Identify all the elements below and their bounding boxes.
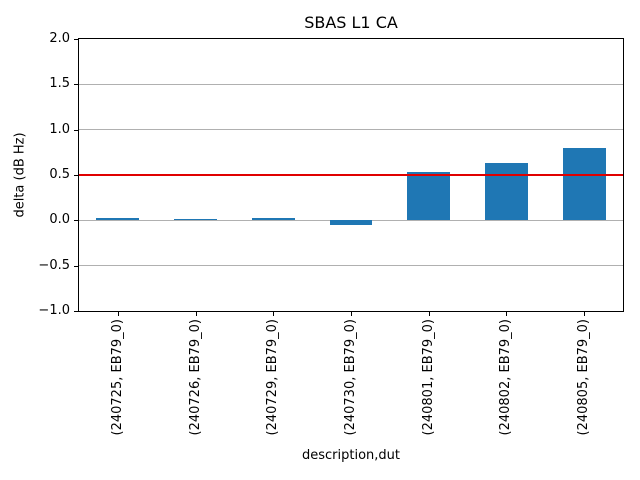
y-tick-mark (74, 265, 78, 267)
y-tick-mark (74, 175, 78, 176)
y-tick-label: 1.5 (49, 76, 70, 92)
x-tick-label: (240725, EB79_0) (109, 319, 125, 436)
y-tick-label: 2.0 (49, 31, 70, 46)
x-tick-mark (351, 312, 352, 316)
bar (562, 147, 606, 221)
y-tick-mark (74, 311, 78, 312)
x-tick-label: (240726, EB79_0) (187, 319, 203, 436)
x-tick-mark (428, 312, 430, 316)
y-tick-mark (74, 84, 78, 86)
x-axis-label: description,dut (301, 448, 401, 463)
bar (485, 163, 528, 221)
y-tick-mark (74, 129, 78, 131)
bar (251, 217, 295, 221)
x-tick-label: (240802, EB79_0) (498, 319, 514, 436)
bar (407, 172, 451, 221)
x-tick-label: (240801, EB79_0) (420, 319, 436, 436)
x-tick-mark (506, 312, 508, 316)
reference-line (79, 174, 623, 176)
y-tick-label: −0.5 (38, 257, 70, 273)
bar (96, 217, 140, 221)
x-tick-mark (584, 312, 586, 316)
y-tick-label: 0.5 (49, 167, 70, 182)
y-tick-label: 0.0 (49, 212, 70, 228)
x-tick-label: (240729, EB79_0) (265, 319, 281, 436)
gridline (79, 129, 623, 131)
y-tick-label: 1.0 (49, 121, 70, 137)
chart-title: SBAS L1 CA (304, 13, 398, 32)
x-tick-mark (117, 312, 119, 316)
y-tick-mark (74, 39, 78, 40)
gridline (79, 265, 623, 267)
x-tick-mark (273, 312, 275, 316)
x-tick-label: (240730, EB79_0) (343, 319, 358, 436)
plot-area (78, 38, 624, 312)
gridline (79, 83, 623, 85)
bar (329, 220, 373, 225)
bar (174, 218, 217, 221)
x-tick-label: (240805, EB79_0) (576, 319, 592, 436)
y-tick-mark (74, 220, 78, 222)
y-tick-label: −1.0 (38, 303, 70, 318)
x-tick-mark (195, 312, 197, 316)
